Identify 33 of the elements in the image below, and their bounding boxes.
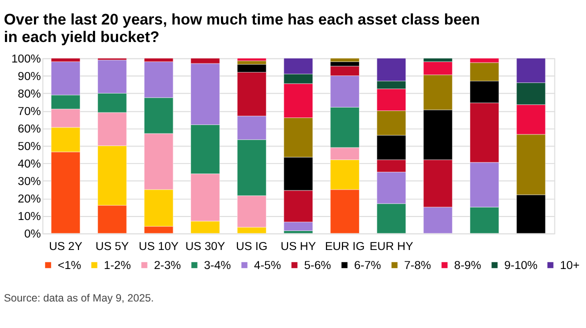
y-tick-label: 80% bbox=[18, 88, 41, 101]
y-tick-label: 60% bbox=[18, 124, 41, 136]
source-note: Source: data as of May 9, 2025. bbox=[4, 292, 154, 305]
y-tick-label: 40% bbox=[18, 158, 41, 171]
legend-label: 10+ bbox=[560, 260, 580, 272]
x-tick-label: US HY bbox=[280, 241, 316, 254]
legend-label: 4-5% bbox=[254, 260, 281, 272]
y-tick-label: 10% bbox=[18, 211, 41, 224]
legend-label: 6-7% bbox=[354, 260, 382, 272]
x-tick-label: US IG bbox=[236, 241, 268, 254]
legend-label: 7-8% bbox=[404, 260, 432, 272]
x-tick-label: US 5Y bbox=[95, 241, 130, 254]
x-tick-label: US 30Y bbox=[185, 241, 226, 254]
legend-label: 8-9% bbox=[454, 260, 482, 272]
bar bbox=[237, 58, 266, 61]
legend-label: 3-4% bbox=[204, 260, 231, 272]
legend-label: <1% bbox=[58, 260, 82, 272]
y-tick-label: 70% bbox=[18, 106, 41, 118]
y-tick-label: 90% bbox=[18, 71, 41, 84]
y-tick-label: 0% bbox=[24, 228, 41, 241]
x-tick-label: US 10Y bbox=[138, 241, 179, 254]
legend-label: 1-2% bbox=[104, 260, 131, 272]
chart-title: Over the last 20 years, how much time has each asset class been in each yield bucket? bbox=[4, 12, 480, 46]
y-tick-label: 30% bbox=[18, 176, 41, 188]
y-tick-label: 100% bbox=[11, 54, 41, 66]
legend-label: 2-3% bbox=[154, 260, 181, 272]
legend-label: 5-6% bbox=[304, 260, 331, 272]
x-tick-label: US 2Y bbox=[48, 241, 83, 254]
y-tick-label: 50% bbox=[18, 141, 41, 154]
legend-label: 9-10% bbox=[504, 260, 538, 272]
x-tick-label: EUR IG bbox=[324, 241, 365, 254]
y-tick-label: 20% bbox=[18, 194, 41, 206]
x-tick-label: EUR HY bbox=[370, 241, 414, 254]
